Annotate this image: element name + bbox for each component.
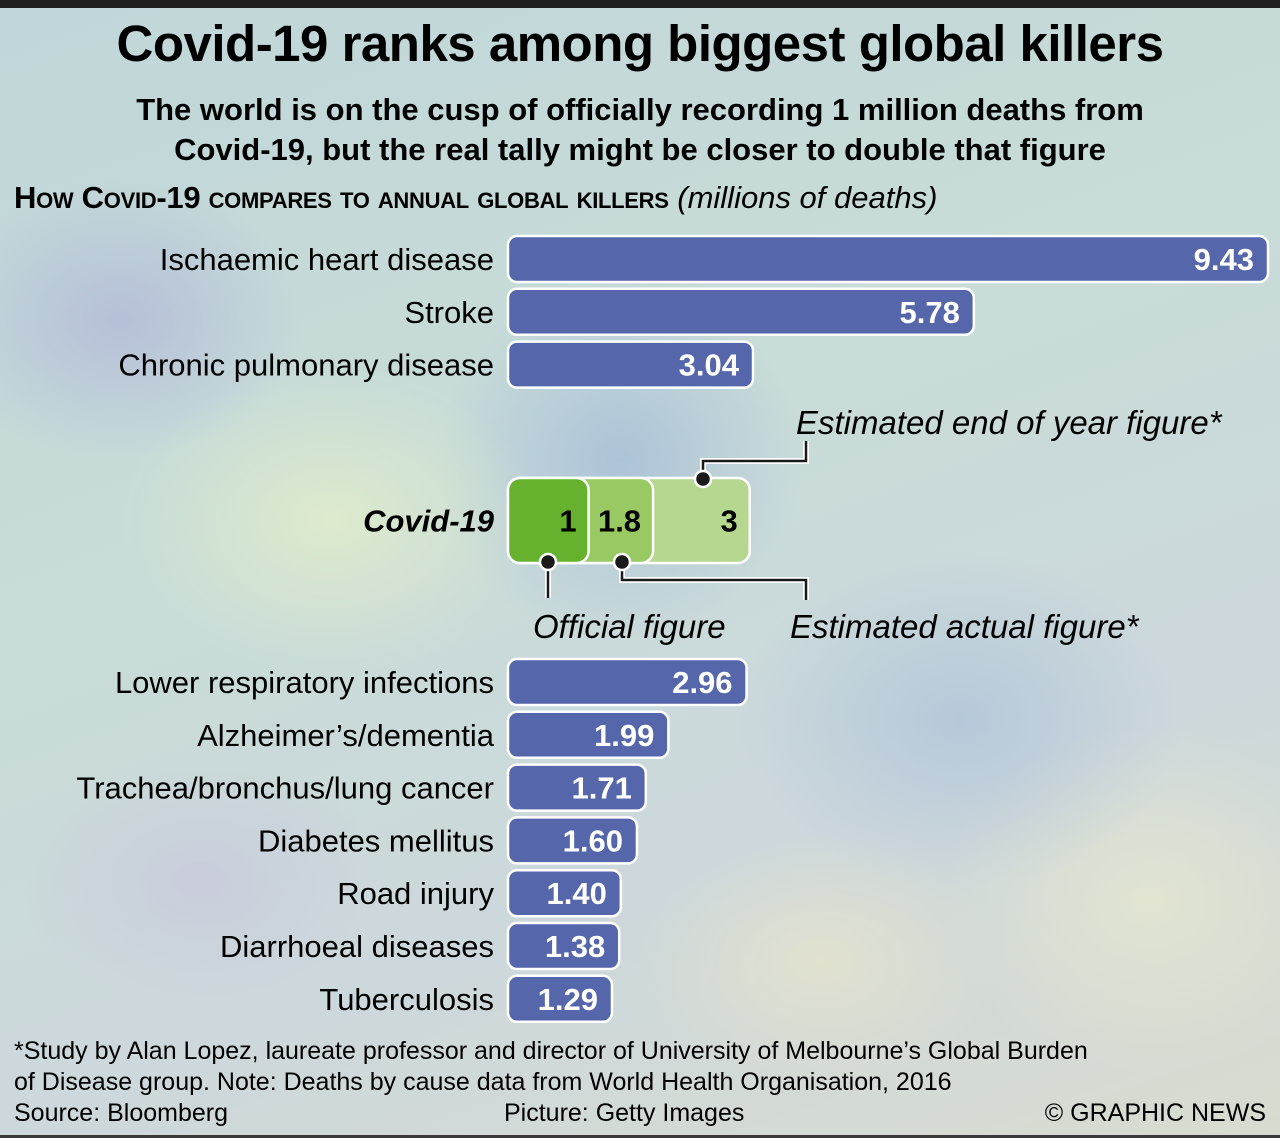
subtitle-line-2: Covid-19, but the real tally might be cl… xyxy=(174,132,1106,167)
actual-figure-annotation: Estimated actual figure* xyxy=(790,608,1140,645)
footnote-line-1: *Study by Alan Lopez, laureate professor… xyxy=(14,1037,1088,1065)
bottom-bar xyxy=(506,974,614,1024)
top-value-label: 9.43 xyxy=(1194,242,1254,277)
bottom-category-label: Lower respiratory infections xyxy=(115,665,494,700)
bottom-category-label: Road injury xyxy=(337,876,494,911)
bottom-bar xyxy=(506,657,748,707)
bottom-bar xyxy=(506,921,621,971)
bottom-value-label: 2.96 xyxy=(672,665,732,700)
bottom-bar xyxy=(506,763,648,812)
subtitle-line-1: The world is on the cusp of officially r… xyxy=(136,92,1144,127)
covid-category-label: Covid-19 xyxy=(363,504,495,539)
top-bar xyxy=(506,234,1270,284)
top-category-label: Ischaemic heart disease xyxy=(160,242,494,277)
bottom-value-label: 1.40 xyxy=(546,876,606,911)
top-bar xyxy=(506,287,976,337)
bottom-bar xyxy=(506,710,670,760)
bottom-value-label: 1.29 xyxy=(538,982,598,1017)
source-credit: Source: Bloomberg xyxy=(14,1099,229,1127)
top-value-label: 5.78 xyxy=(899,295,959,330)
covid-end-of-year-value: 3 xyxy=(721,504,738,539)
bottom-category-label: Diarrhoeal diseases xyxy=(220,929,494,964)
chart-heading: How Covid-19 compares to annual global k… xyxy=(14,182,937,213)
chart-title: How Covid-19 compares to annual global k… xyxy=(14,180,669,215)
bottom-value-label: 1.60 xyxy=(563,823,623,858)
official-figure-annotation: Official figure xyxy=(533,608,726,645)
bottom-category-label: Diabetes mellitus xyxy=(258,823,494,858)
official-connector-dot xyxy=(538,552,558,572)
footnote-line-2: of Disease group. Note: Deaths by cause … xyxy=(14,1068,952,1096)
bars-top-group: Ischaemic heart disease 9.43 Stroke 5.78 Chr… xyxy=(118,234,1270,389)
chart-unit-label: (millions of deaths) xyxy=(677,180,938,215)
bottom-category-label: Trachea/bronchus/lung cancer xyxy=(76,771,494,806)
top-category-label: Stroke xyxy=(404,295,494,330)
subtitle: The world is on the cusp of officially r… xyxy=(0,90,1280,170)
page-title: Covid-19 ranks among biggest global kill… xyxy=(116,15,1164,72)
top-value-label: 3.04 xyxy=(679,348,740,383)
bottom-category-label: Tuberculosis xyxy=(319,982,494,1017)
bottom-border xyxy=(0,1135,1280,1138)
covid-bar-group: Covid-19 1 1.8 3 Official figure Estimated ac… xyxy=(363,404,1223,645)
actual-connector-line xyxy=(620,562,808,600)
copyright-credit: © GRAPHIC NEWS xyxy=(1044,1099,1266,1127)
bottom-category-label: Alzheimer’s/dementia xyxy=(197,718,495,753)
end-of-year-connector-line xyxy=(701,441,808,479)
actual-connector-dot xyxy=(612,552,632,572)
bottom-bar xyxy=(506,868,623,918)
picture-credit: Picture: Getty Images xyxy=(504,1099,745,1127)
top-border xyxy=(0,0,1280,8)
covid-actual-value: 1.8 xyxy=(598,504,641,539)
bottom-bar xyxy=(506,816,639,865)
covid-official-value: 1 xyxy=(559,504,576,539)
bottom-value-label: 1.99 xyxy=(594,718,654,753)
bottom-value-label: 1.71 xyxy=(571,771,631,806)
top-bar xyxy=(506,340,755,389)
footnote: *Study by Alan Lopez, laureate professor… xyxy=(14,1036,1254,1098)
bottom-value-label: 1.38 xyxy=(545,929,605,964)
end-of-year-figure-annotation: Estimated end of year figure* xyxy=(796,404,1223,441)
bars-bottom-group: Lower respiratory infections 2.96 Alzheime… xyxy=(76,657,748,1024)
top-category-label: Chronic pulmonary disease xyxy=(118,348,494,383)
end-of-year-connector-dot xyxy=(693,469,713,489)
